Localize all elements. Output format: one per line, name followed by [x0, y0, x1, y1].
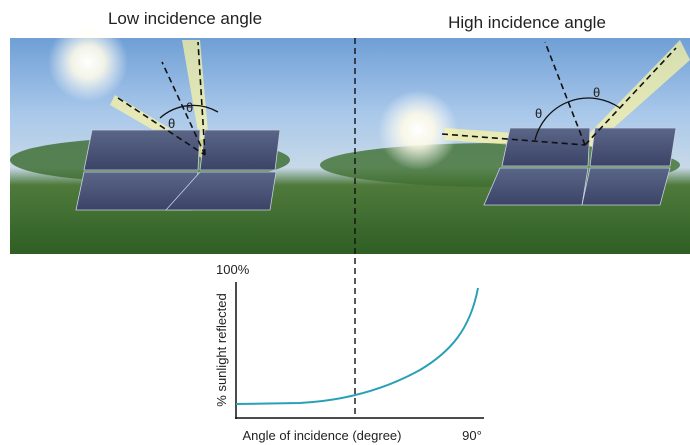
- angle-label: θ: [593, 85, 600, 100]
- y-axis-label: % sunlight reflected: [214, 293, 229, 406]
- y-max-label: 100%: [216, 262, 250, 277]
- angle-label: θ: [535, 106, 542, 121]
- graph: 100% % sunlight reflected Angle of incid…: [214, 262, 484, 443]
- x-axis-label: Angle of incidence (degree): [243, 428, 402, 443]
- right-title: High incidence angle: [448, 13, 606, 32]
- left-title: Low incidence angle: [108, 9, 262, 28]
- angle-label: θ: [168, 116, 175, 131]
- x-max-label: 90°: [462, 428, 482, 443]
- reflectance-curve: [235, 287, 479, 405]
- photo: θ θ θ θ: [10, 22, 690, 254]
- angle-label: θ: [186, 100, 193, 115]
